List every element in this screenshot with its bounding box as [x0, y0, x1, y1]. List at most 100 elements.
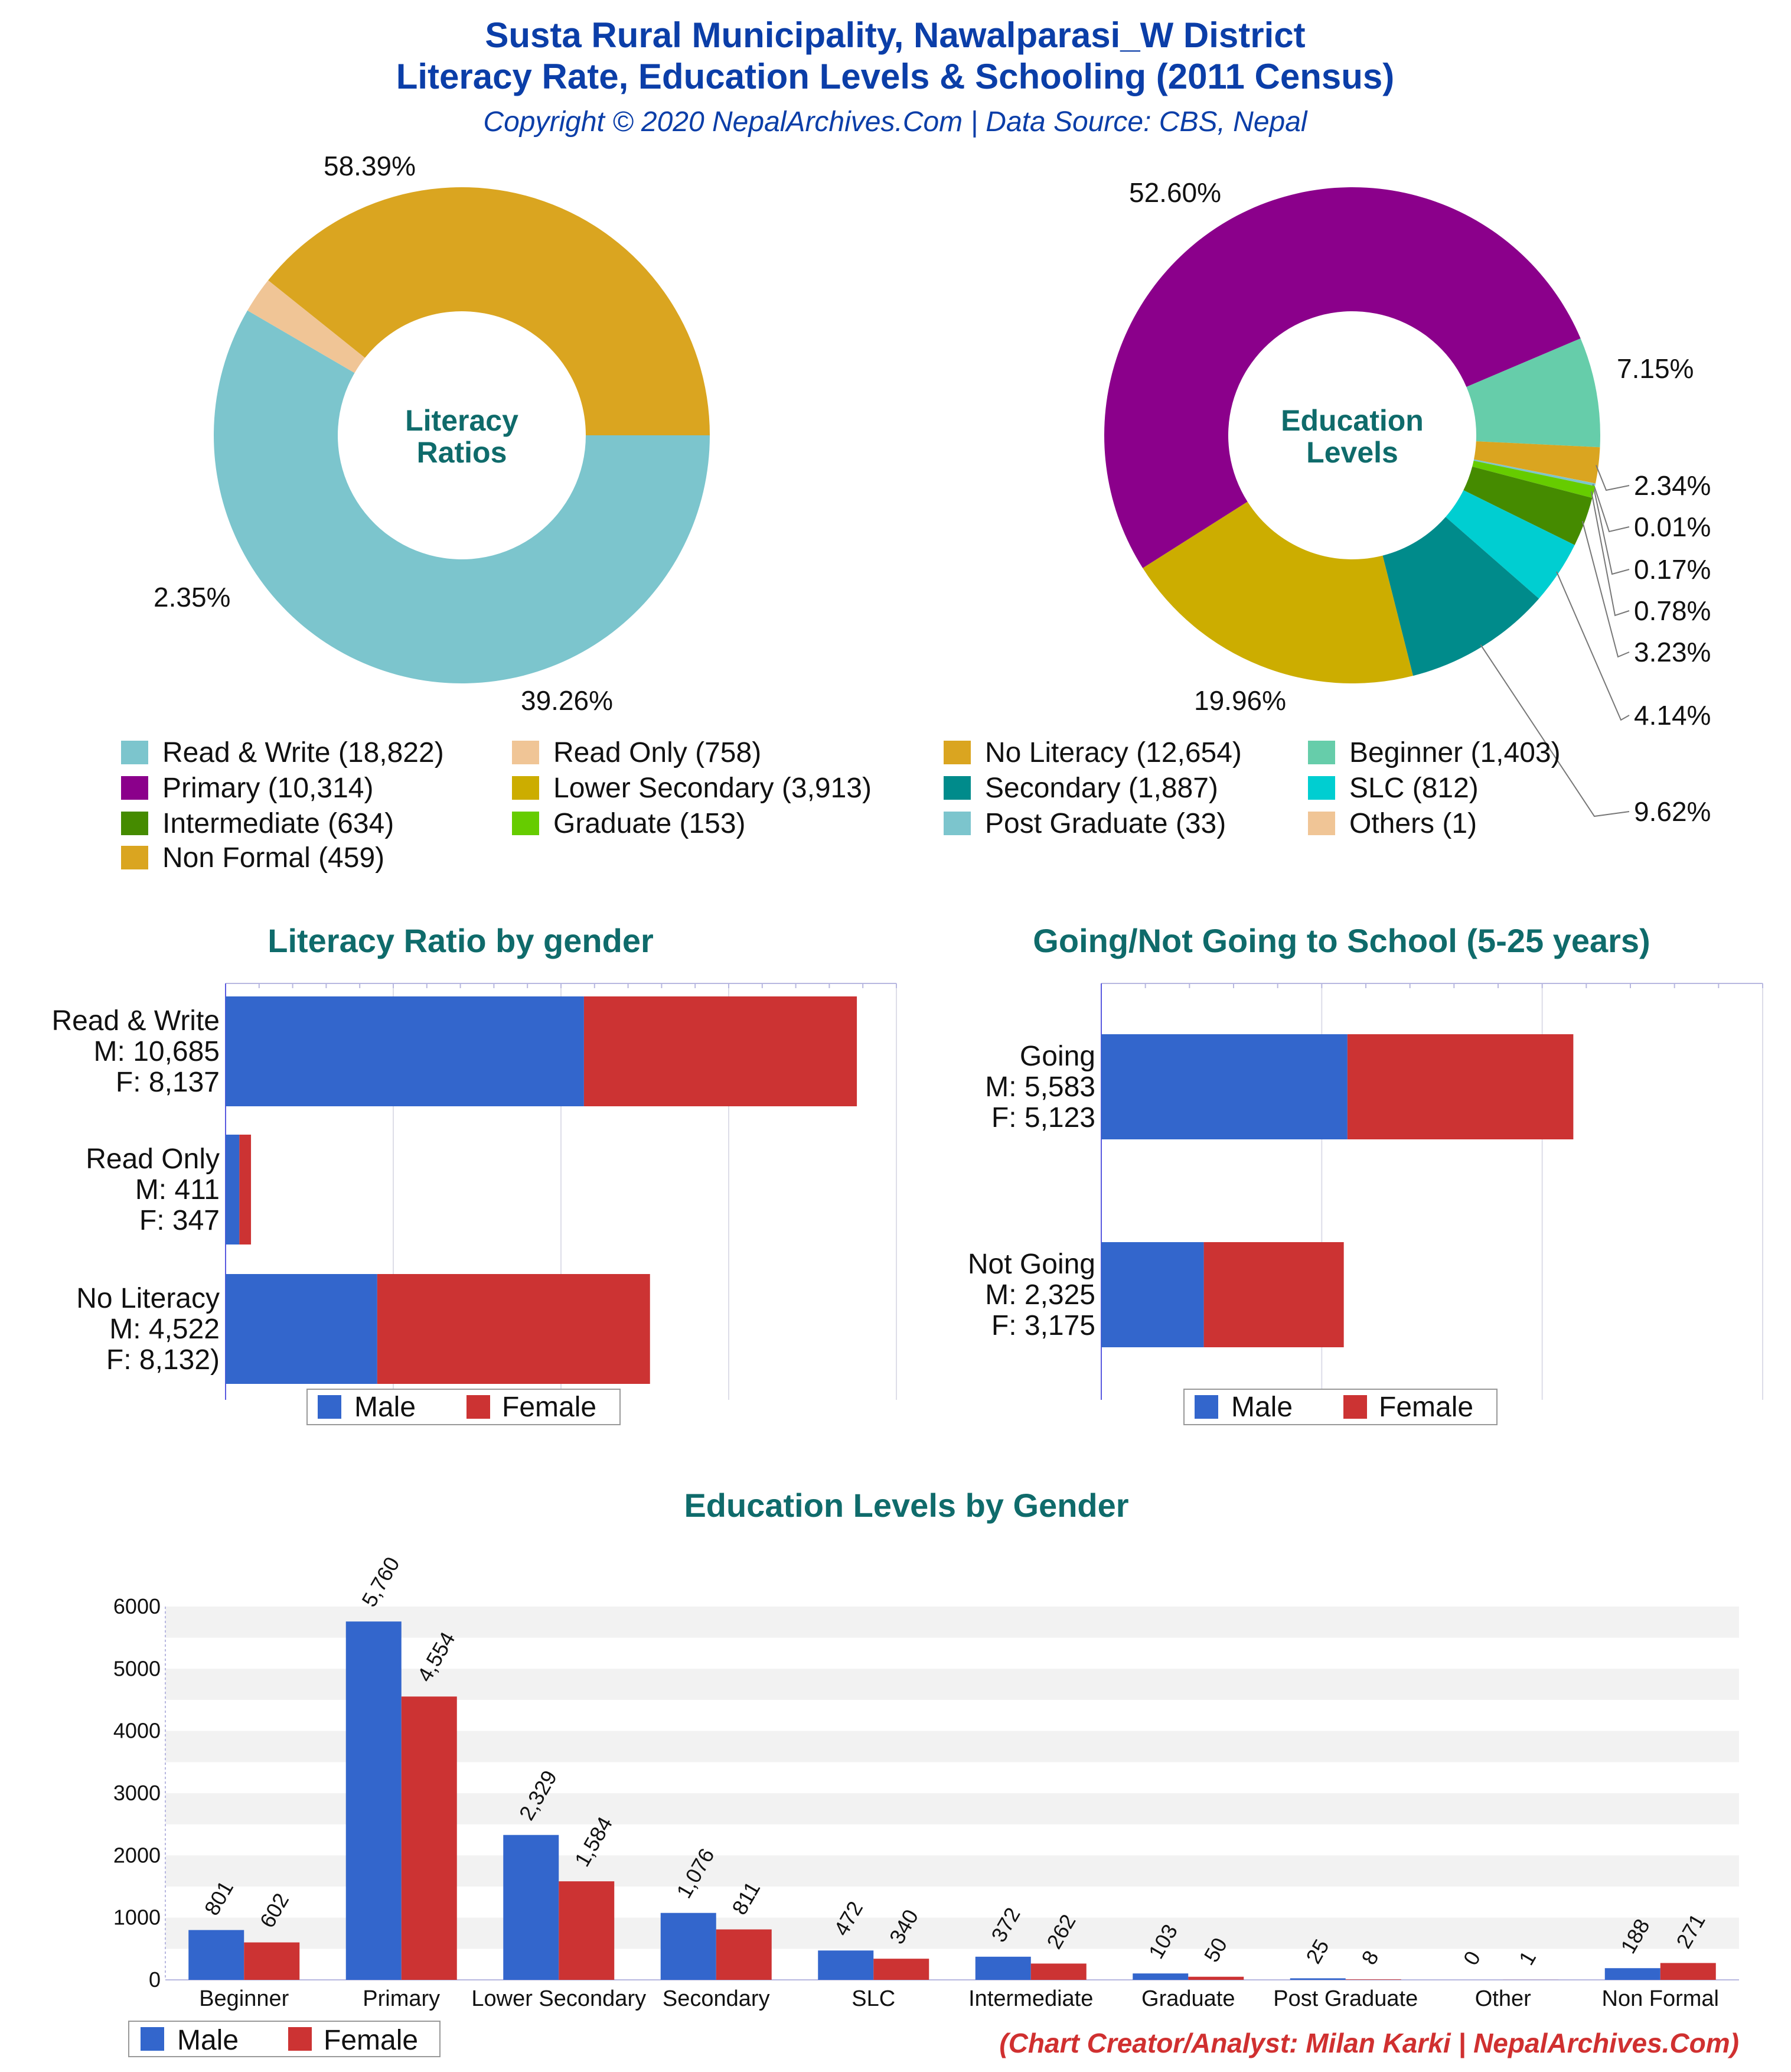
vbar-bar-non-formal-male: [1604, 1968, 1660, 1980]
vbar-legend-swatch-female: [288, 2027, 312, 2051]
school-bar-not-going-male: [1101, 1242, 1204, 1347]
legend-label: Non Formal (459): [162, 842, 384, 874]
education-leader-graduate: [1591, 491, 1630, 617]
vbar-category-label-other: Other: [1475, 1986, 1531, 2011]
legend-item-secondary-1-887: Secondary (1,887): [944, 773, 1218, 804]
literacy-gender-legend-label-male: Male: [354, 1392, 416, 1423]
literacy-by-gender-title: Literacy Ratio by gender: [267, 922, 654, 959]
legend-item-read-only-758: Read Only (758): [512, 737, 761, 768]
school-category-label-line: F: 3,175: [991, 1310, 1095, 1341]
legend-swatch: [944, 812, 971, 835]
vbar-ytick-label: 2000: [113, 1843, 161, 1867]
literacy-center-label: Literacy Ratios: [405, 404, 518, 469]
education-percent-post-graduate: 0.17%: [1634, 554, 1711, 585]
legend-label: Post Graduate (33): [985, 808, 1226, 839]
school-category-label-line: Not Going: [968, 1249, 1095, 1280]
education-center-label-line1: Education: [1281, 404, 1424, 437]
legend-item-intermediate-634: Intermediate (634): [121, 808, 394, 839]
school-legend-swatch-male: [1195, 1395, 1218, 1419]
education-leader-others: [1593, 483, 1630, 533]
literacy-gender-bar-read-write-female: [583, 996, 857, 1106]
legend-label: Graduate (153): [553, 808, 746, 839]
education-percent-slc: 4.14%: [1634, 700, 1711, 731]
vbar-category-label-primary: Primary: [363, 1986, 440, 2011]
literacy-center-label-line1: Literacy: [405, 404, 518, 437]
literacy-percent-no-literacy: 39.26%: [521, 685, 613, 716]
education-slice-beginner: [1466, 338, 1600, 448]
vbar-bar-intermediate-female: [1030, 1963, 1087, 1980]
literacy-gender-bar-no-literacy-male: [226, 1274, 377, 1384]
literacy-gender-bar-read-write-male: [226, 996, 584, 1106]
literacy-gender-bar-read-only-male: [226, 1135, 240, 1244]
vbar-bar-secondary-female: [716, 1929, 772, 1980]
education-by-gender-title: Education Levels by Gender: [684, 1487, 1128, 1524]
vbar-category-label-secondary: Secondary: [663, 1986, 770, 2011]
legend-label: Read & Write (18,822): [162, 737, 444, 768]
literacy-gender-category-label-line: Read & Write: [51, 1005, 220, 1037]
vbar-bar-beginner-male: [188, 1930, 244, 1980]
literacy-gender-category-label-line: M: 411: [135, 1174, 220, 1206]
vbar-legend-label-male: Male: [177, 2025, 239, 2056]
legend-item-post-graduate-33: Post Graduate (33): [944, 808, 1226, 839]
vbar-ytick-label: 4000: [113, 1719, 161, 1743]
literacy-gender-category-label-line: No Literacy: [76, 1283, 220, 1314]
legend-swatch: [121, 741, 148, 764]
vbar-bar-graduate-male: [1133, 1973, 1189, 1980]
legend-item-graduate-153: Graduate (153): [512, 808, 746, 839]
literacy-gender-bar-read-only-female: [239, 1135, 252, 1244]
education-percent-beginner: 7.15%: [1617, 353, 1694, 384]
education-slice-secondary: [1382, 517, 1539, 676]
legend-item-slc-812: SLC (812): [1308, 773, 1479, 804]
vbar-bar-primary-male: [345, 1621, 402, 1980]
legend-swatch: [121, 846, 148, 869]
literacy-gender-bar-no-literacy-female: [377, 1274, 650, 1384]
legend-label: Secondary (1,887): [985, 773, 1218, 804]
vbar-bar-graduate-female: [1188, 1976, 1244, 1980]
vbar-category-label-non-formal: Non Formal: [1602, 1986, 1720, 2011]
legend-label: SLC (812): [1349, 773, 1479, 804]
legend-label: Beginner (1,403): [1349, 737, 1561, 768]
vbar-category-label-beginner: Beginner: [199, 1986, 289, 2011]
literacy-gender-category-label-line: Read Only: [86, 1143, 220, 1175]
literacy-gender-legend: Male Female: [306, 1389, 621, 1425]
vbar-category-label-slc: SLC: [852, 1986, 895, 2011]
vbar-legend-swatch-male: [141, 2027, 164, 2051]
legend-swatch: [1308, 776, 1335, 800]
literacy-gender-category-label-line: F: 347: [139, 1205, 220, 1236]
legend-swatch: [944, 776, 971, 800]
legend-item-no-literacy-12-654: No Literacy (12,654): [944, 737, 1242, 768]
school-category-label-line: M: 5,583: [985, 1071, 1095, 1103]
vbar-bar-post-graduate-male: [1290, 1978, 1346, 1980]
vbar-band: [165, 1669, 1739, 1700]
education-slice-slc: [1446, 490, 1575, 599]
legend-label: Lower Secondary (3,913): [553, 773, 872, 804]
education-percent-secondary: 9.62%: [1634, 796, 1711, 827]
vbar-bar-slc-male: [818, 1950, 874, 1980]
legend-item-lower-secondary-3-913: Lower Secondary (3,913): [512, 773, 872, 804]
legend-swatch: [121, 812, 148, 835]
legend-item-primary-10-314: Primary (10,314): [121, 773, 373, 804]
education-slice-intermediate: [1463, 466, 1593, 545]
legend-item-beginner-1-403: Beginner (1,403): [1308, 737, 1561, 768]
education-percent-non-formal: 2.34%: [1634, 470, 1711, 501]
top-legend: Read & Write (18,822) Read Only (758) No L…: [121, 737, 1561, 874]
education-percent-intermediate: 3.23%: [1634, 637, 1711, 667]
legend-item-others-1: Others (1): [1308, 808, 1477, 839]
credit-text: (Chart Creator/Analyst: Milan Karki | Ne…: [999, 2028, 1739, 2058]
education-leader-post-graduate: [1592, 484, 1630, 575]
education-leader-intermediate: [1581, 521, 1630, 658]
vbar-ytick-label: 1000: [113, 1905, 161, 1930]
legend-swatch: [1308, 741, 1335, 764]
vbar-bar-lower-secondary-male: [503, 1835, 559, 1980]
vbar-bar-intermediate-male: [975, 1956, 1031, 1980]
legend-swatch: [512, 741, 539, 764]
literacy-slice-no-literacy: [268, 187, 710, 435]
vbar-band: [165, 1607, 1739, 1638]
legend-label: Intermediate (634): [162, 808, 394, 839]
vbar-legend-label-female: Female: [324, 2025, 418, 2056]
legend-label: Primary (10,314): [162, 773, 373, 804]
education-slice-graduate: [1472, 460, 1596, 498]
vbar-bar-secondary-male: [660, 1913, 716, 1980]
literacy-center-label-line2: Ratios: [417, 436, 507, 469]
